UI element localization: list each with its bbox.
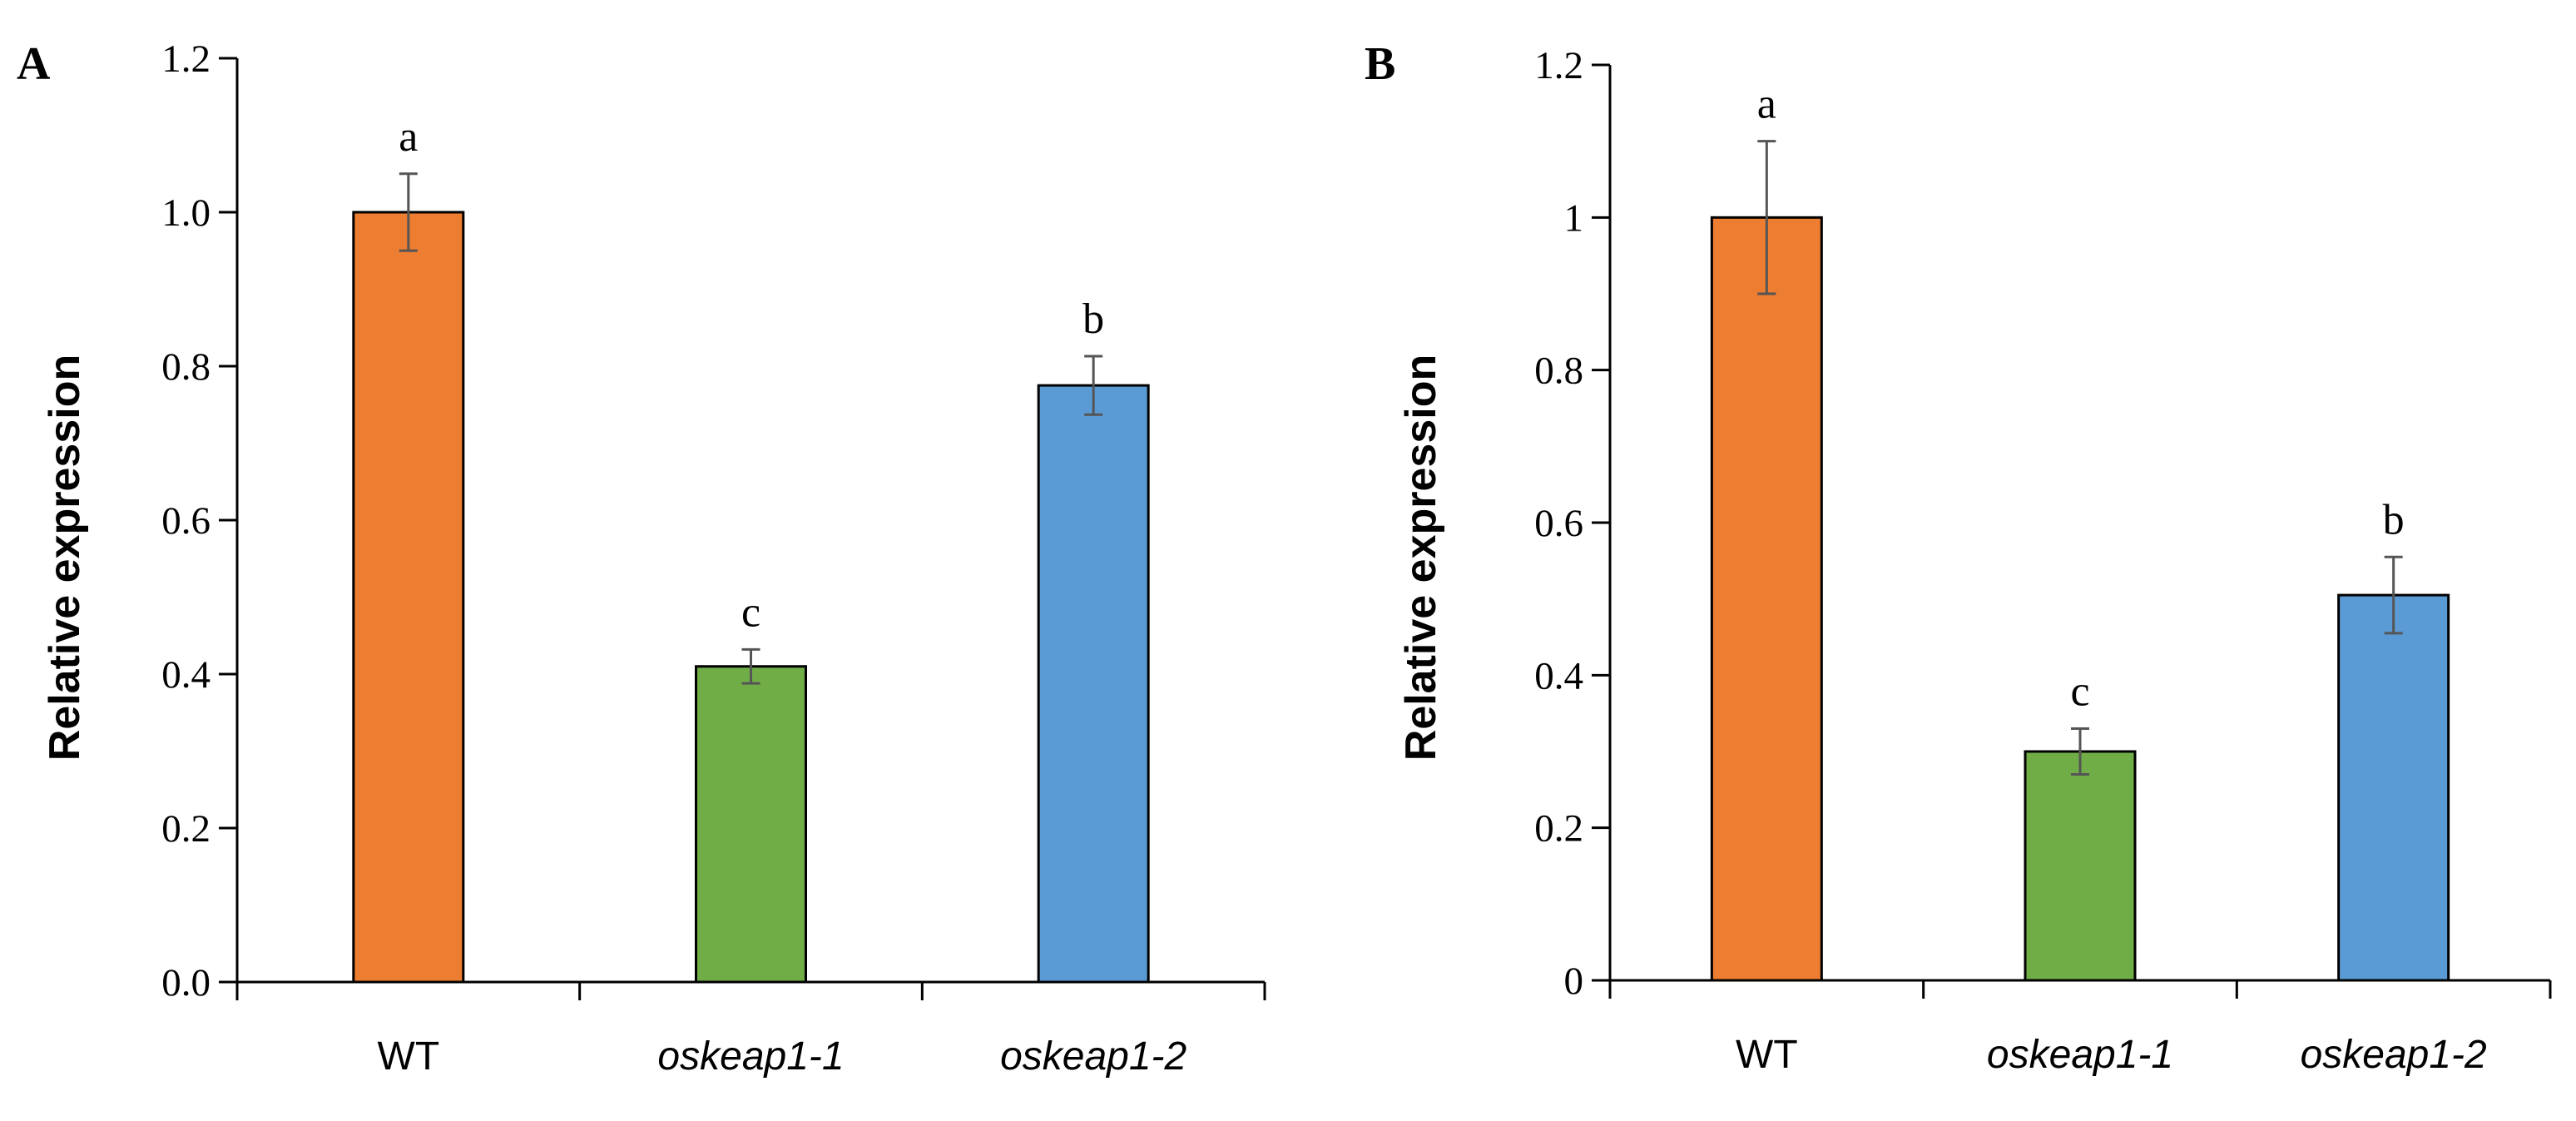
y-tick-label: 0.6	[161, 499, 211, 543]
y-tick-label: 0	[1564, 960, 1584, 1003]
y-tick-label: 0.4	[161, 653, 211, 697]
bar-oskeap1-2	[1037, 384, 1150, 984]
panel-a: A Relative expression 0.0 0.2 0.4 0.6 0.8 1.0 1.…	[17, 37, 1266, 1079]
bar-oskeap1-1	[695, 665, 807, 984]
y-tick-label: 0.6	[1534, 502, 1583, 545]
x-tick-label: oskeap1-1	[1987, 1033, 2173, 1077]
significance-label: a	[399, 113, 418, 161]
x-tick-label: oskeap1-2	[2301, 1033, 2487, 1077]
y-axis-label: Relative expression	[41, 355, 89, 761]
y-tick-label: 0.4	[1534, 654, 1583, 697]
y-tick-label: 1.2	[161, 37, 211, 81]
error-bar	[1084, 355, 1103, 416]
significance-label: b	[1082, 295, 1104, 343]
panel-letter: B	[1365, 38, 1395, 90]
significance-label: a	[1757, 81, 1776, 128]
y-axis-label: Relative expression	[1397, 355, 1445, 761]
y-tick-label: 0.8	[1534, 350, 1583, 393]
y-tick-label: 0.8	[161, 345, 211, 389]
y-tick-label: 0.2	[1534, 807, 1583, 851]
y-tick-label: 1.2	[1534, 44, 1583, 87]
significance-label: c	[2070, 668, 2089, 716]
bar-oskeap1-1	[2024, 750, 2137, 982]
error-bar	[2384, 555, 2403, 635]
bar-wt	[352, 211, 465, 984]
y-tick-label: 0.0	[161, 961, 211, 1004]
error-bar	[399, 172, 418, 252]
significance-label: c	[741, 588, 760, 636]
x-tick-label: oskeap1-2	[1000, 1034, 1186, 1079]
x-tick-label: oskeap1-1	[657, 1034, 844, 1079]
bar-oskeap1-2	[2337, 593, 2450, 982]
error-bar	[741, 647, 760, 685]
error-bar	[1757, 140, 1776, 295]
y-tick-label: 0.2	[161, 807, 211, 851]
significance-label: b	[2383, 496, 2405, 543]
y-tick-label: 1	[1564, 196, 1584, 240]
y-tick-label: 1.0	[161, 191, 211, 235]
error-bar	[2071, 727, 2089, 776]
panel-letter: A	[17, 38, 51, 90]
x-tick-label: WT	[378, 1034, 440, 1079]
bar-wt	[1710, 216, 1823, 982]
x-tick-label: WT	[1736, 1033, 1798, 1077]
panel-b: B Relative expression 0 0.2 0.4 0.6 0.8 1 1.2 a WT…	[1365, 38, 2552, 1077]
